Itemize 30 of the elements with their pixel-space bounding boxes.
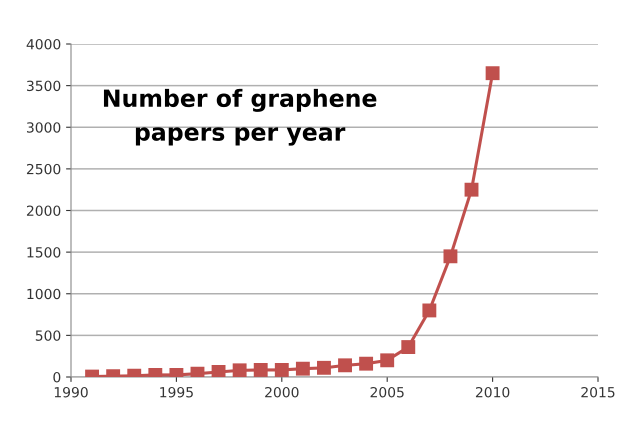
point [486, 66, 500, 80]
x-tick-label: 1990 [54, 386, 88, 398]
x-tick-label: 1995 [160, 386, 193, 398]
point [464, 182, 478, 197]
point [274, 362, 289, 377]
point [296, 362, 310, 376]
point [212, 365, 226, 377]
point [338, 358, 352, 372]
point [443, 249, 458, 264]
point [380, 353, 394, 368]
point [359, 356, 374, 371]
y-tick-label: 500 [36, 330, 60, 341]
point [422, 303, 436, 318]
x-tick-label: 2005 [370, 386, 404, 398]
y-tick-label: 1000 [27, 288, 60, 300]
y-tick-label: 1500 [27, 247, 60, 258]
point [317, 360, 331, 375]
x-tick-label: 2010 [476, 386, 510, 398]
point [401, 340, 416, 354]
point [254, 362, 268, 377]
y-tick-label: 2500 [26, 164, 60, 174]
y-tick-label: 3000 [26, 122, 60, 133]
x-tick-label: 2000 [265, 386, 299, 398]
y-tick-label: 4000 [26, 38, 60, 50]
point [232, 363, 247, 377]
y-tick-label: 3500 [26, 80, 60, 92]
x-tick-label: 2015 [581, 386, 614, 398]
text: Number of graphene papers per year [104, 88, 376, 146]
y-tick-label: 0 [53, 372, 60, 382]
y-tick-label: 2000 [26, 205, 60, 216]
